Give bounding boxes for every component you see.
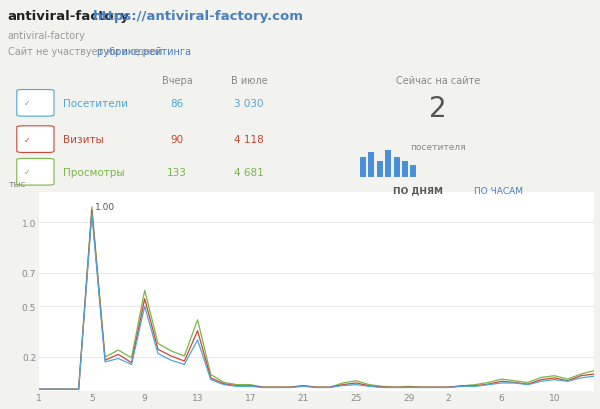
Bar	[394, 158, 400, 177]
Text: посетителя: посетителя	[410, 142, 466, 151]
Text: https://antiviral-factory.com: https://antiviral-factory.com	[93, 10, 304, 23]
Text: ✓: ✓	[24, 168, 31, 177]
Text: 4 118: 4 118	[234, 135, 264, 145]
FancyBboxPatch shape	[17, 159, 54, 186]
Bar	[368, 153, 374, 177]
Text: Сайт не участвует ни в одной: Сайт не участвует ни в одной	[8, 47, 166, 57]
Text: antiviral-factory: antiviral-factory	[8, 31, 86, 40]
Text: Посетители: Посетители	[63, 99, 128, 108]
Text: 3 030: 3 030	[234, 99, 264, 108]
FancyBboxPatch shape	[17, 90, 54, 117]
Text: ✓: ✓	[24, 99, 31, 108]
Text: 90: 90	[170, 135, 184, 145]
Text: 2: 2	[429, 95, 447, 123]
Text: Сейчас на сайте: Сейчас на сайте	[396, 76, 480, 86]
Text: Вчера: Вчера	[161, 76, 193, 86]
Bar	[360, 158, 366, 177]
Text: 1.00: 1.00	[95, 202, 115, 211]
Text: В июле: В июле	[230, 76, 268, 86]
Text: ПО ЧАСАМ: ПО ЧАСАМ	[474, 186, 523, 195]
Text: 4 681: 4 681	[234, 167, 264, 178]
Text: ПО ДНЯМ: ПО ДНЯМ	[393, 186, 443, 195]
Bar	[402, 162, 408, 177]
Text: 86: 86	[170, 99, 184, 108]
Bar	[377, 162, 383, 177]
Text: 133: 133	[167, 167, 187, 178]
Text: ✓: ✓	[24, 135, 31, 144]
Bar	[410, 165, 416, 177]
Bar	[385, 151, 391, 177]
Text: antiviral-factory: antiviral-factory	[8, 10, 130, 23]
Text: Визиты: Визиты	[63, 135, 104, 145]
Text: тыс: тыс	[8, 179, 26, 188]
FancyBboxPatch shape	[17, 126, 54, 153]
Text: рубрике рейтинга: рубрике рейтинга	[97, 47, 191, 57]
Text: Просмотры: Просмотры	[63, 167, 125, 178]
